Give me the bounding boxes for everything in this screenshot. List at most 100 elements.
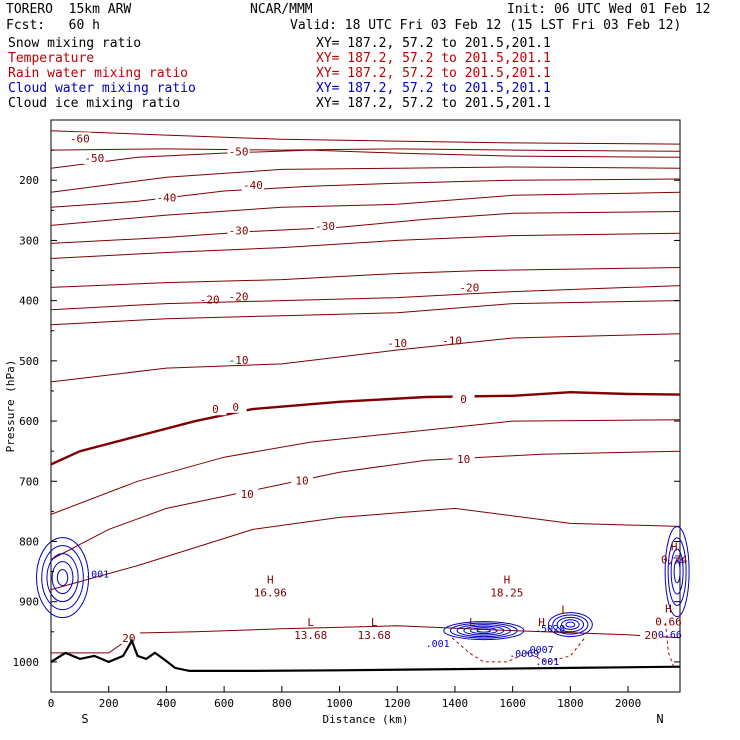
contour-label-bg — [291, 474, 314, 487]
cloud-water-contour — [670, 548, 684, 595]
cloud-water-contour — [469, 627, 498, 635]
cloud-water-contour — [456, 624, 511, 638]
contour-label-bg — [204, 403, 227, 416]
contour-label: -50 — [84, 152, 104, 165]
temperature-contour — [51, 625, 681, 654]
pressure-center-value: 0.66 — [655, 616, 682, 629]
cloud-label: .0069 — [509, 649, 539, 660]
field-snow-name: Snow mixing ratio — [8, 36, 142, 51]
contour-label: -40 — [243, 179, 263, 192]
temperature-contour — [50, 232, 681, 259]
cloud-water-contour — [561, 619, 580, 630]
cloud-water-contour — [443, 621, 525, 641]
temperature-contour — [50, 211, 681, 244]
y-tick-label: 700 — [19, 475, 39, 488]
pressure-center-mark: L — [469, 616, 476, 629]
x-tick-label: 800 — [272, 697, 292, 710]
cloud-label: .001 — [535, 657, 559, 668]
field-snow-xy: XY= 187.2, 57.2 to 201.5,201.1 — [316, 36, 551, 51]
contour-label: 10 — [295, 474, 308, 487]
north-label: N — [656, 712, 663, 726]
pressure-center-value: 16.96 — [254, 587, 287, 600]
contour-label-bg — [227, 224, 250, 237]
y-tick-label: 1000 — [13, 656, 40, 669]
cloud-water-contour — [664, 526, 690, 618]
contour-label: -10 — [387, 337, 407, 350]
cloud-label: .001 — [85, 570, 109, 581]
contour-label: 0 — [212, 403, 219, 416]
cloud-label: .0007 — [524, 645, 554, 656]
x-tick-label: 600 — [214, 697, 234, 710]
contour-label: -30 — [229, 224, 249, 237]
field-temperature-name: Temperature — [8, 51, 95, 66]
temperature-contour — [50, 130, 681, 145]
field-cloudice-name: Cloud ice mixing ratio — [8, 96, 181, 111]
contour-label-bg — [452, 392, 475, 405]
pressure-center-value: 0.74 — [661, 554, 688, 567]
contour-label-bg — [155, 191, 178, 204]
cloud-label: 0.66 — [658, 630, 682, 641]
contour-label: 0 — [232, 401, 239, 414]
contour-label-bg — [227, 290, 250, 303]
x-tick-label: 1200 — [384, 697, 411, 710]
contour-label-bg — [236, 488, 259, 501]
cloud-water-contour — [673, 559, 681, 584]
contour-label-bg — [227, 145, 250, 158]
x-tick-label: 1600 — [499, 697, 526, 710]
contour-label: -40 — [156, 191, 176, 204]
temperature-contour — [50, 191, 681, 226]
x-tick-label: 1400 — [442, 697, 469, 710]
forecast-hour: Fcst: 60 h — [6, 18, 100, 33]
cloud-label: .5028 — [535, 624, 565, 635]
contour-label: -20 — [229, 291, 249, 304]
pressure-center-value: 13.68 — [294, 629, 327, 642]
model-title: TORERO 15km ARW — [6, 2, 132, 17]
temperature-contour — [50, 390, 681, 466]
rain-contour — [665, 622, 675, 669]
field-cloudwater-xy: XY= 187.2, 57.2 to 201.5,201.1 — [316, 81, 551, 96]
contour-label: -30 — [315, 220, 335, 233]
init-time: Init: 06 UTC Wed 01 Feb 12 — [507, 2, 711, 17]
contour-label-bg — [241, 179, 264, 192]
contour-label: -20 — [200, 294, 220, 307]
terrain-line — [50, 638, 681, 672]
contour-label-bg — [314, 220, 337, 233]
contour-label: -50 — [229, 146, 249, 159]
contour-label-bg — [224, 400, 247, 413]
y-tick-label: 400 — [19, 295, 39, 308]
contour-label-bg — [68, 132, 91, 145]
temperature-contour — [50, 450, 681, 560]
contour-label-bg — [117, 632, 140, 645]
y-tick-label: 200 — [19, 174, 39, 187]
valid-time: Valid: 18 UTC Fri 03 Feb 12 (15 LST Fri … — [290, 18, 682, 33]
cloud-water-contour — [667, 537, 687, 606]
temperature-contour — [50, 300, 681, 326]
cloud-label: .001 — [426, 639, 450, 650]
temperature-contour — [50, 149, 681, 169]
cloud-water-contour — [41, 545, 84, 611]
temperature-contour — [50, 178, 681, 208]
contour-label: -20 — [459, 282, 479, 295]
cloud-water-contour — [56, 569, 69, 587]
pressure-center-mark: H — [665, 603, 672, 616]
y-tick-label: 600 — [19, 415, 39, 428]
y-tick-label: 500 — [19, 355, 39, 368]
cloud-water-contour — [449, 622, 518, 639]
contour-label-bg — [452, 453, 475, 466]
x-tick-label: 400 — [156, 697, 176, 710]
field-cloudice-xy: XY= 187.2, 57.2 to 201.5,201.1 — [316, 96, 551, 111]
x-tick-label: 2000 — [615, 697, 642, 710]
x-axis-label: Distance (km) — [322, 713, 408, 726]
cloud-label: .74 — [667, 556, 685, 567]
contour-label-bg — [83, 152, 106, 165]
temperature-contour — [50, 507, 681, 591]
y-tick-label: 900 — [19, 596, 39, 609]
field-rain-name: Rain water mixing ratio — [8, 66, 189, 81]
temperature-contour — [50, 166, 681, 193]
cloud-water-contour — [46, 553, 79, 603]
cloud-water-contour — [476, 628, 491, 633]
pressure-center-value: 13.68 — [358, 629, 391, 642]
contour-label: 10 — [241, 488, 254, 501]
pressure-center-mark: H — [504, 574, 511, 587]
